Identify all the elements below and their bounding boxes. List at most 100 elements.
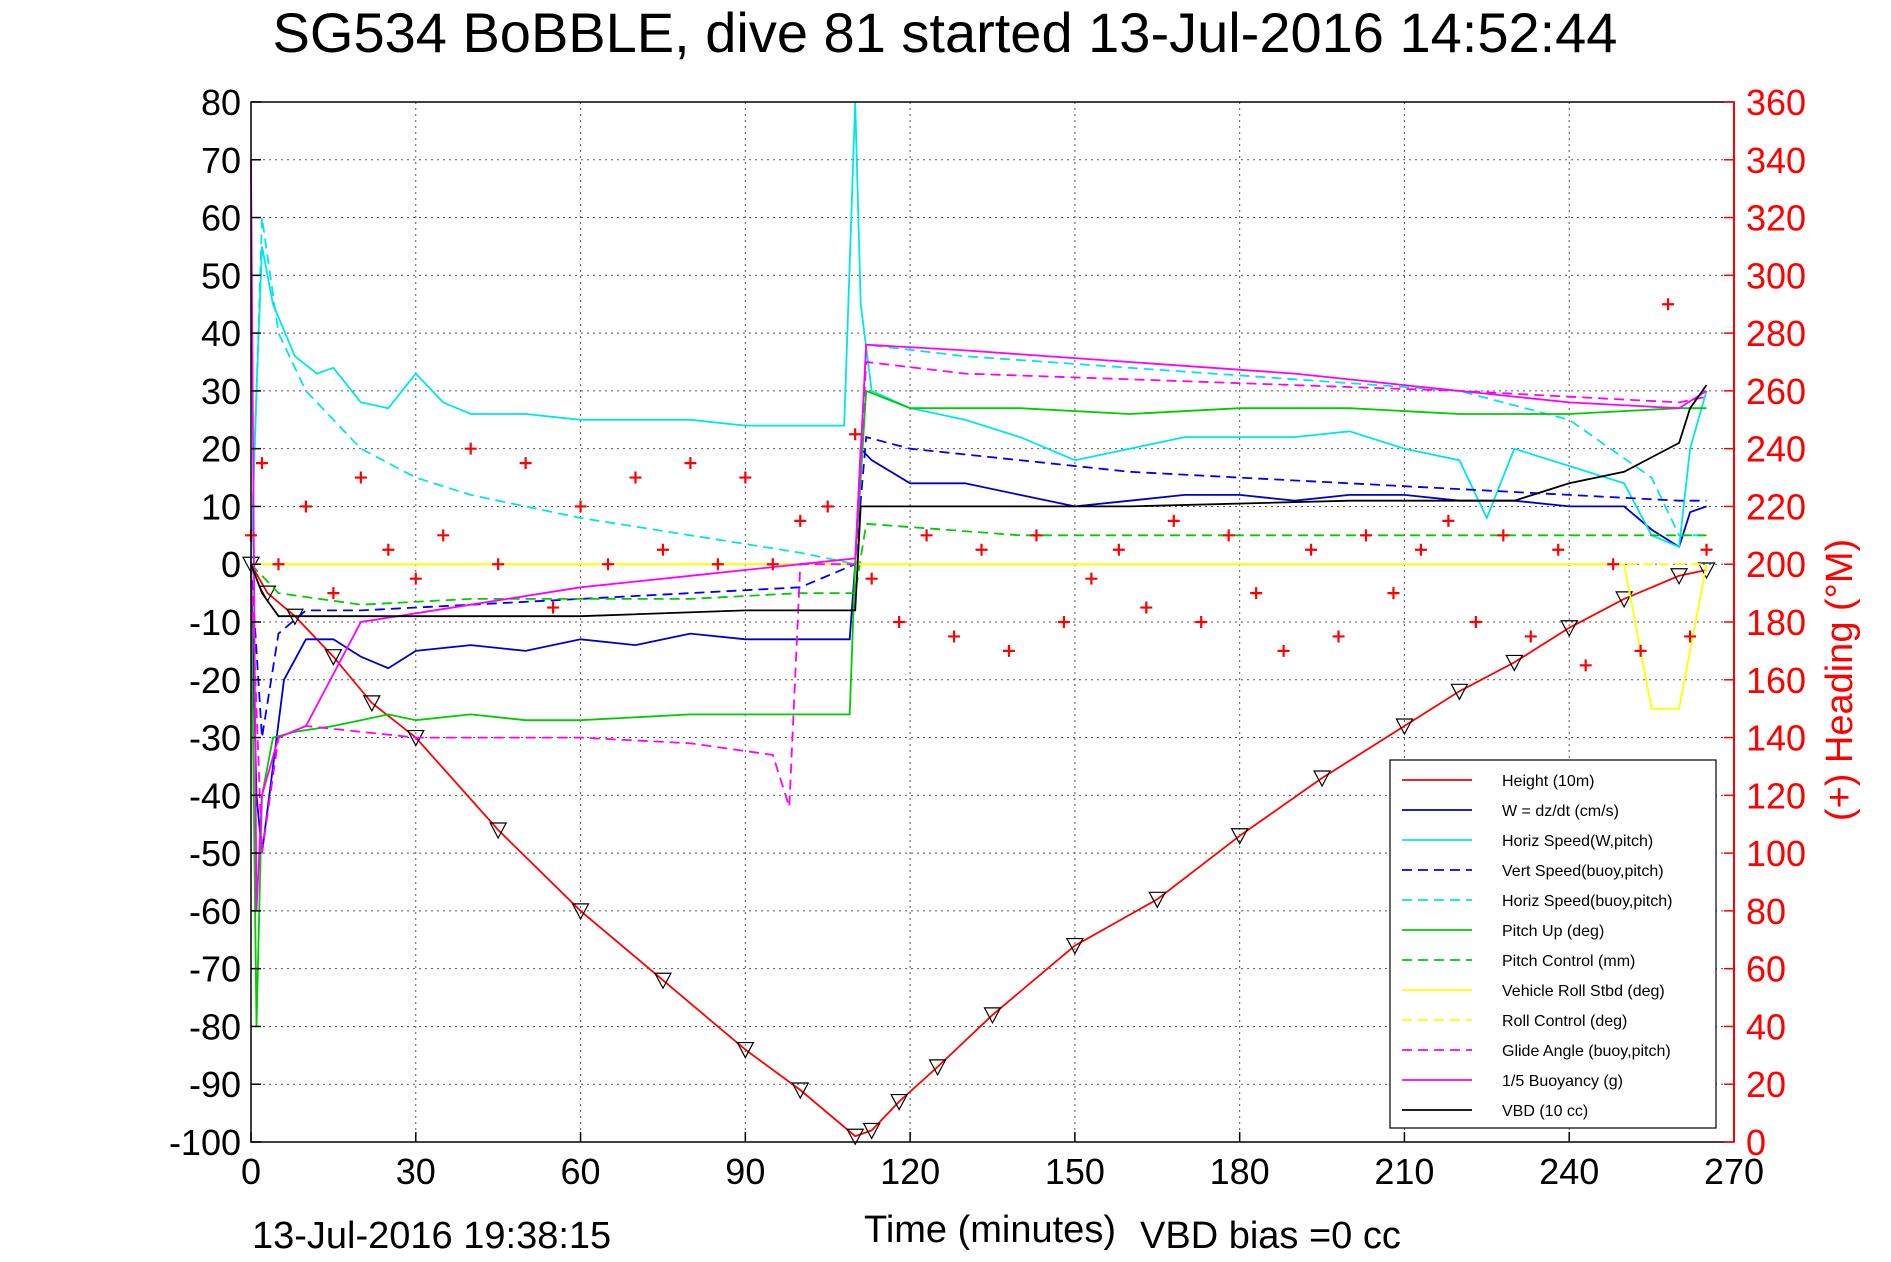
y2-tick-label: 160 xyxy=(1746,660,1806,701)
height-marker xyxy=(1450,683,1469,701)
height-marker xyxy=(362,695,381,713)
y-tick-label: -10 xyxy=(189,602,241,643)
y-tick-label: 0 xyxy=(221,544,241,585)
y2-tick-label: 320 xyxy=(1746,198,1806,239)
legend-label-9: Glide Angle (buoy,pitch) xyxy=(1502,1043,1671,1060)
heading-point xyxy=(574,500,587,513)
x-tick-label: 270 xyxy=(1704,1151,1764,1192)
heading-point xyxy=(1140,601,1153,614)
height-marker xyxy=(928,1059,947,1077)
height-marker xyxy=(736,1041,755,1059)
height-marker xyxy=(1670,568,1689,586)
y2-axis-label: (+) Heading (°M) xyxy=(1819,539,1861,821)
y2-tick-label: 120 xyxy=(1746,775,1806,816)
heading-point xyxy=(272,558,285,571)
heading-point xyxy=(327,587,340,600)
heading-point xyxy=(382,543,395,556)
y-tick-label: 60 xyxy=(201,198,241,239)
y-tick-label: -70 xyxy=(189,949,241,990)
x-tick-label: 0 xyxy=(241,1151,261,1192)
y-tick-label: 40 xyxy=(201,313,241,354)
heading-point xyxy=(1167,514,1180,527)
heading-point xyxy=(519,457,532,470)
heading-point xyxy=(1112,543,1125,556)
heading-point xyxy=(1250,587,1263,600)
heading-point xyxy=(547,601,560,614)
heading-point xyxy=(1700,543,1713,556)
height-marker xyxy=(846,1128,865,1146)
legend-label-8: Roll Control (deg) xyxy=(1502,1013,1627,1030)
heading-point xyxy=(1222,529,1235,542)
legend-label-0: Height (10m) xyxy=(1502,773,1594,790)
heading-point xyxy=(1469,616,1482,628)
x-tick-label: 90 xyxy=(725,1151,765,1192)
heading-point xyxy=(1085,572,1098,585)
y2-tick-label: 240 xyxy=(1746,429,1806,470)
y2-tick-label: 40 xyxy=(1746,1006,1786,1047)
footer-timestamp: 13-Jul-2016 19:38:15 xyxy=(252,1215,611,1257)
y2-tick-label: 340 xyxy=(1746,140,1806,181)
y-tick-label: -20 xyxy=(189,660,241,701)
heading-point xyxy=(1684,630,1697,643)
heading-point xyxy=(920,529,933,542)
y2-tick-label: 80 xyxy=(1746,891,1786,932)
series-line-4 xyxy=(250,217,1707,566)
heading-point xyxy=(1057,616,1070,628)
height-marker xyxy=(258,585,277,603)
y-tick-label: 50 xyxy=(201,255,241,296)
series-line-10 xyxy=(250,159,1707,911)
y2-tick-label: 180 xyxy=(1746,602,1806,643)
footer-vbd-bias: VBD bias =0 cc xyxy=(1140,1215,1401,1257)
heading-point xyxy=(409,572,422,585)
heading-point xyxy=(492,558,505,571)
x-tick-label: 180 xyxy=(1210,1151,1270,1192)
x-tick-label: 150 xyxy=(1045,1151,1105,1192)
legend-label-2: Horiz Speed(W,pitch) xyxy=(1502,833,1653,850)
series-line-5 xyxy=(250,389,1707,1027)
y-tick-label: -90 xyxy=(189,1064,241,1105)
y-tick-label: -60 xyxy=(189,891,241,932)
heading-point xyxy=(1030,529,1043,542)
y-tick-label: -50 xyxy=(189,833,241,874)
heading-point xyxy=(711,558,724,571)
heading-point xyxy=(1387,587,1400,600)
y2-tick-label: 260 xyxy=(1746,371,1806,412)
heading-point xyxy=(948,630,961,643)
heading-point xyxy=(1360,529,1372,542)
legend-label-11: VBD (10 cc) xyxy=(1502,1103,1588,1120)
y2-tick-label: 100 xyxy=(1746,833,1806,874)
legend-label-10: 1/5 Buoyancy (g) xyxy=(1502,1073,1623,1090)
height-marker xyxy=(862,1122,881,1140)
heading-point xyxy=(354,471,367,484)
x-axis-ticks: 0 30 60 90 120 150 180 210 240 270 xyxy=(241,1132,1764,1192)
heading-point xyxy=(1414,543,1427,556)
heading-point xyxy=(1442,514,1455,527)
heading-point xyxy=(739,471,752,484)
heading-point xyxy=(1662,298,1675,311)
legend-label-1: W = dz/dt (cm/s) xyxy=(1502,803,1619,820)
y2-tick-label: 280 xyxy=(1746,313,1806,354)
heading-point xyxy=(656,543,669,556)
y-tick-label: 10 xyxy=(201,486,241,527)
y2-tick-label: 220 xyxy=(1746,486,1806,527)
legend-label-5: Pitch Up (deg) xyxy=(1502,923,1604,940)
height-marker xyxy=(890,1093,909,1111)
y-tick-label: 70 xyxy=(201,140,241,181)
y2-tick-label: 300 xyxy=(1746,255,1806,296)
legend-label-4: Horiz Speed(buoy,pitch) xyxy=(1502,893,1672,910)
heading-point xyxy=(865,572,878,585)
height-marker xyxy=(1313,770,1332,788)
heading-point xyxy=(1332,630,1345,643)
y-tick-label: 20 xyxy=(201,429,241,470)
heading-series xyxy=(245,298,1713,672)
heading-point xyxy=(1634,644,1647,657)
series-line-9 xyxy=(250,360,1707,854)
x-axis-label: Time (minutes) xyxy=(864,1209,1116,1251)
height-marker xyxy=(571,903,590,921)
heading-point xyxy=(975,543,988,556)
y2-tick-label: 60 xyxy=(1746,949,1786,990)
x-tick-label: 60 xyxy=(561,1151,601,1192)
chart-title: SG534 BoBBLE, dive 81 started 13-Jul-201… xyxy=(273,1,1618,64)
heading-point xyxy=(684,457,697,470)
